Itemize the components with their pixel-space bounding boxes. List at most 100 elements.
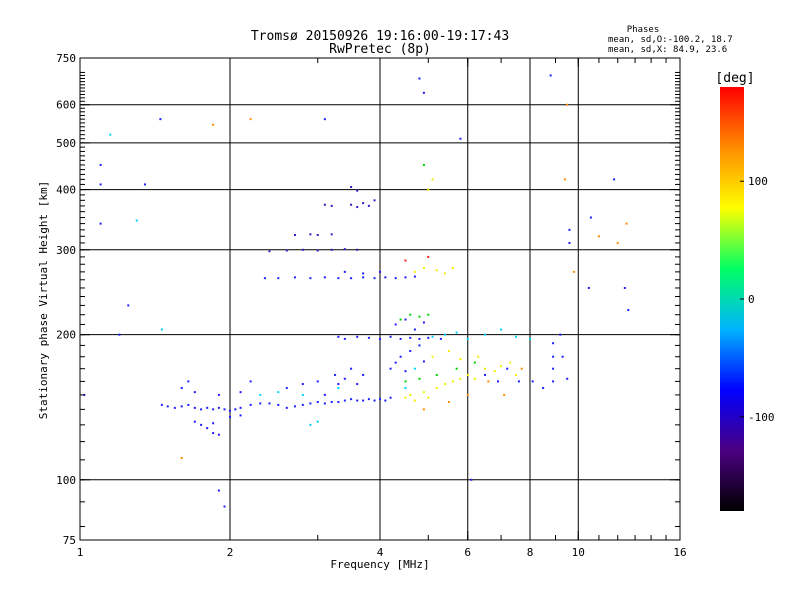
data-point <box>597 235 600 238</box>
data-point <box>552 380 555 383</box>
data-point <box>418 337 421 340</box>
data-point <box>187 403 190 406</box>
data-point <box>309 402 312 405</box>
data-point <box>422 360 425 363</box>
data-point <box>343 270 346 273</box>
data-points <box>83 74 630 508</box>
data-point <box>394 361 397 364</box>
data-point <box>451 267 454 270</box>
data-point <box>193 420 196 423</box>
data-point <box>379 270 381 273</box>
data-point <box>413 399 416 402</box>
data-point <box>334 373 337 376</box>
data-point <box>563 178 566 181</box>
data-point <box>323 402 326 405</box>
data-point <box>568 228 571 231</box>
data-point <box>509 361 512 364</box>
data-point <box>337 401 340 404</box>
data-point <box>309 277 312 280</box>
data-point <box>443 383 446 386</box>
data-point <box>427 336 430 339</box>
data-point <box>268 402 271 405</box>
data-point <box>277 391 280 394</box>
data-point <box>343 337 346 340</box>
data-point <box>323 276 326 279</box>
data-point <box>459 377 462 380</box>
data-point <box>394 277 397 280</box>
colorbar-ticks: 100 0 -100 <box>740 175 775 424</box>
data-point <box>500 365 503 368</box>
phases-info-x: mean, sd,X: 84.9, 23.6 <box>608 45 727 55</box>
data-point <box>552 342 555 345</box>
data-point <box>447 401 450 404</box>
data-point <box>422 163 425 166</box>
data-point <box>362 276 365 279</box>
data-point <box>409 336 412 339</box>
data-point <box>404 396 407 399</box>
data-point <box>435 373 438 376</box>
data-point <box>379 398 381 401</box>
data-point <box>473 361 476 364</box>
data-point <box>435 269 438 272</box>
data-point <box>413 275 416 278</box>
data-point <box>404 380 407 383</box>
data-point <box>330 248 333 251</box>
data-point <box>589 216 592 219</box>
data-point <box>367 336 370 339</box>
data-point <box>223 505 226 508</box>
data-point <box>409 313 412 316</box>
data-point <box>316 420 319 423</box>
data-point <box>515 335 518 338</box>
data-point <box>180 387 183 390</box>
data-point <box>484 367 487 370</box>
data-point <box>277 403 280 406</box>
data-point <box>350 203 353 206</box>
data-point <box>587 286 590 289</box>
data-point <box>367 398 370 401</box>
data-point <box>552 367 555 370</box>
data-point <box>394 323 397 326</box>
data-point <box>418 77 421 80</box>
data-point <box>160 328 163 331</box>
data-point <box>239 391 242 394</box>
data-point <box>529 337 531 340</box>
data-point <box>431 335 434 338</box>
data-point <box>459 358 462 361</box>
colorbar-tick-label: -100 <box>748 411 775 424</box>
data-point <box>362 202 365 205</box>
data-point <box>623 286 626 289</box>
data-point <box>159 118 162 121</box>
data-point <box>259 393 262 396</box>
y-tick-label: 600 <box>56 99 76 112</box>
data-point <box>217 406 220 409</box>
data-point <box>399 337 402 340</box>
data-point <box>484 333 487 336</box>
data-point <box>389 367 392 370</box>
data-point <box>285 387 288 390</box>
data-point <box>343 377 346 380</box>
data-point <box>323 203 326 206</box>
data-point <box>350 398 353 401</box>
data-point <box>404 259 407 262</box>
data-point <box>249 403 252 406</box>
data-point <box>362 373 365 376</box>
data-point <box>343 399 346 402</box>
data-point <box>418 344 421 347</box>
data-point <box>418 315 421 318</box>
data-point <box>422 91 425 94</box>
data-point <box>389 335 392 338</box>
data-point <box>427 396 430 399</box>
data-point <box>496 380 499 383</box>
x-tick-label: 6 <box>464 546 471 559</box>
data-point <box>572 270 575 273</box>
data-point <box>451 380 454 383</box>
data-point <box>427 313 430 316</box>
data-point <box>613 178 616 181</box>
data-point <box>443 272 446 275</box>
data-point <box>316 233 319 236</box>
data-point <box>337 383 340 386</box>
data-point <box>143 183 146 186</box>
data-point <box>384 276 387 279</box>
data-point <box>249 118 252 121</box>
